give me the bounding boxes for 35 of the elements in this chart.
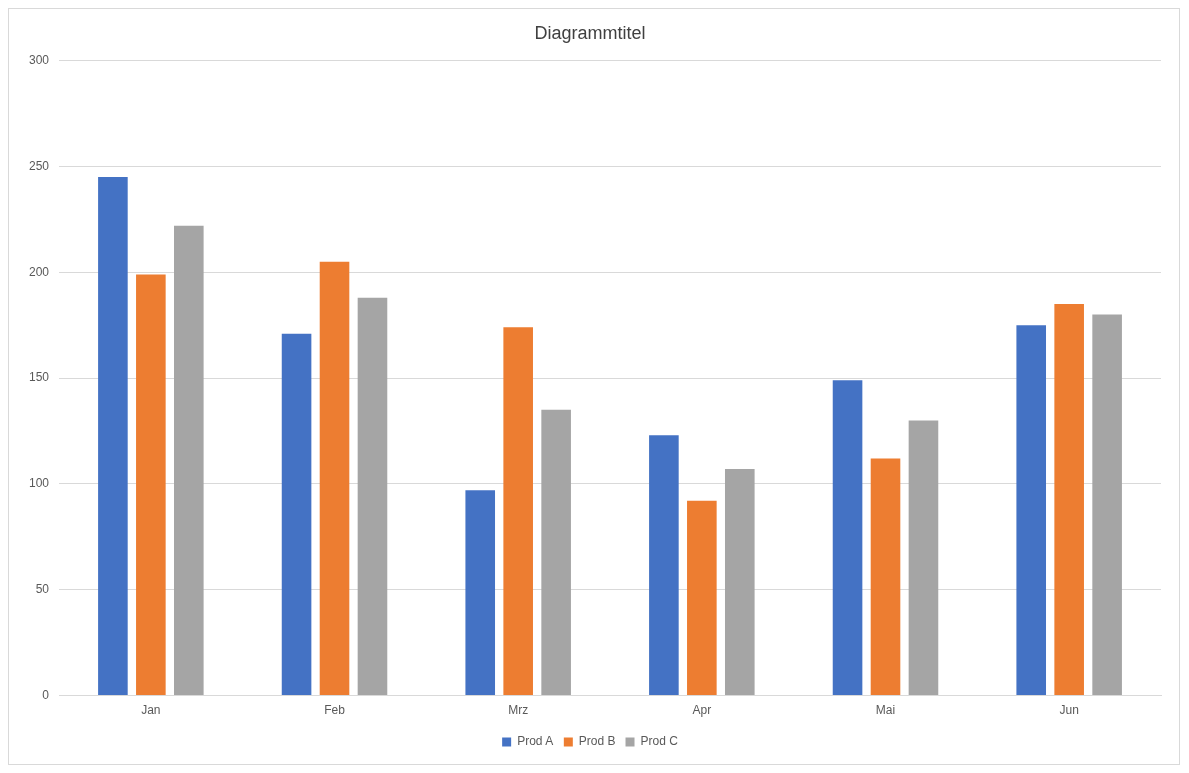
bar — [357, 297, 388, 696]
y-tick-label: 150 — [28, 370, 50, 385]
x-tick-label: Mrz — [508, 703, 529, 718]
x-tick-label: Jun — [1059, 703, 1079, 718]
bar — [503, 327, 533, 696]
y-tick-label: 0 — [42, 687, 50, 702]
bar — [465, 490, 496, 696]
bar — [725, 469, 755, 696]
x-tick-label: Apr — [692, 703, 712, 718]
x-tick-label: Feb — [324, 703, 346, 718]
y-tick-label: 50 — [35, 582, 50, 597]
bar — [1016, 325, 1047, 696]
bar — [649, 435, 679, 696]
legend-label: Prod A — [517, 734, 554, 749]
y-tick-label: 100 — [28, 476, 50, 491]
bar — [541, 409, 571, 696]
chart-title: Diagrammtitel — [534, 22, 646, 43]
legend-label: Prod C — [640, 734, 679, 749]
bar — [1054, 304, 1084, 696]
bar — [98, 177, 128, 696]
bar — [1092, 314, 1122, 696]
bar — [319, 261, 350, 696]
bar — [832, 380, 863, 696]
legend-label: Prod B — [578, 734, 616, 749]
bar — [687, 500, 717, 696]
y-tick-label: 200 — [28, 264, 50, 279]
bar — [908, 420, 939, 696]
x-tick-label: Jan — [141, 703, 161, 718]
bar — [870, 458, 901, 696]
y-tick-label: 300 — [28, 52, 50, 67]
bar — [136, 274, 166, 696]
bar — [281, 333, 312, 696]
bar — [174, 225, 204, 696]
x-tick-label: Mai — [875, 703, 896, 718]
y-tick-label: 250 — [28, 158, 50, 173]
